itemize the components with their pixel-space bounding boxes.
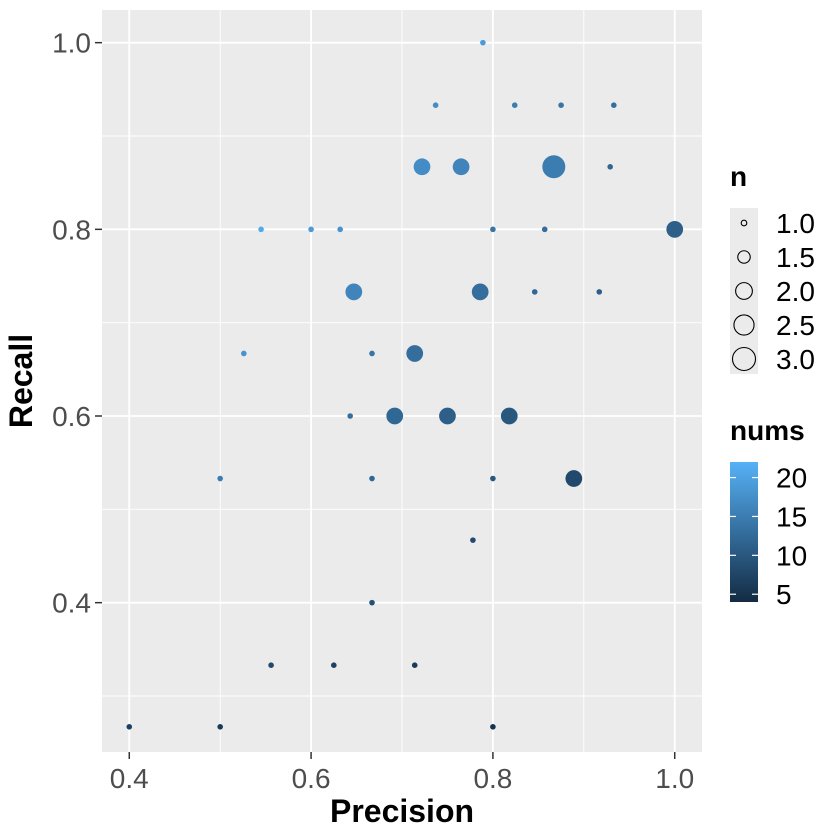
data-point xyxy=(611,102,617,108)
data-point xyxy=(258,226,264,233)
data-point xyxy=(413,158,431,176)
y-axis-title: Recall xyxy=(3,334,39,428)
colorbar-tick-label: 20 xyxy=(776,463,807,494)
y-tick-label: 0.4 xyxy=(52,588,91,619)
size-legend-key xyxy=(737,250,751,264)
size-legend: n 1.01.52.02.53.0 xyxy=(730,161,815,375)
size-legend-label: 1.0 xyxy=(776,208,815,239)
data-point xyxy=(411,662,418,668)
data-point xyxy=(406,345,424,362)
size-legend-label: 3.0 xyxy=(776,344,815,375)
colorbar-tick-label: 5 xyxy=(776,579,792,610)
y-tick-label: 0.8 xyxy=(52,214,91,245)
size-legend-keys-background xyxy=(730,208,758,374)
size-legend-key xyxy=(731,346,757,372)
data-point xyxy=(369,350,375,357)
data-point xyxy=(470,537,476,543)
data-point xyxy=(490,226,496,233)
y-tick-label: 0.6 xyxy=(52,401,91,432)
colorbar-tick-label: 15 xyxy=(776,501,807,532)
data-point xyxy=(558,102,564,108)
size-legend-key xyxy=(733,314,755,336)
data-point xyxy=(480,39,486,46)
colorbar-tick-label: 10 xyxy=(776,540,807,571)
data-point xyxy=(490,475,496,482)
data-point xyxy=(511,102,518,108)
data-point xyxy=(541,226,548,233)
data-point xyxy=(345,283,363,301)
data-point xyxy=(126,724,133,730)
data-point xyxy=(542,155,566,179)
data-point xyxy=(452,158,470,176)
data-point xyxy=(471,283,489,301)
data-point xyxy=(439,407,456,425)
data-point xyxy=(531,289,538,295)
size-legend-label: 2.5 xyxy=(776,310,815,341)
y-tick-label: 1.0 xyxy=(52,28,91,59)
major-gridlines xyxy=(102,10,702,752)
x-tick-label: 1.0 xyxy=(655,763,694,794)
data-point xyxy=(369,599,375,606)
data-point xyxy=(241,350,247,357)
data-point xyxy=(607,164,613,170)
y-axis: 0.4 0.6 0.8 1.0 xyxy=(52,28,102,619)
minor-gridlines xyxy=(102,10,702,752)
data-point xyxy=(432,102,439,108)
data-point xyxy=(596,289,603,295)
data-point xyxy=(217,475,223,482)
data-point xyxy=(490,724,496,730)
x-tick-label: 0.6 xyxy=(292,763,331,794)
size-legend-title: n xyxy=(730,161,747,192)
data-point xyxy=(666,220,684,238)
data-point xyxy=(337,226,343,233)
data-point xyxy=(217,724,223,730)
x-tick-label: 0.4 xyxy=(110,763,149,794)
color-legend-title: nums xyxy=(730,415,805,446)
size-legend-key xyxy=(735,282,753,300)
size-legend-label: 1.5 xyxy=(776,242,815,273)
size-legend-label: 2.0 xyxy=(776,276,815,307)
data-points xyxy=(126,39,684,730)
data-point xyxy=(565,470,583,487)
x-tick-label: 0.8 xyxy=(473,763,512,794)
data-point xyxy=(268,662,274,668)
data-point xyxy=(386,407,404,425)
x-axis-title: Precision xyxy=(330,793,474,829)
colorbar xyxy=(730,462,758,602)
size-legend-key xyxy=(740,219,748,227)
color-legend: nums 5 10 15 20 xyxy=(730,415,807,610)
data-point xyxy=(500,407,518,425)
data-point xyxy=(369,475,375,482)
data-point xyxy=(308,226,314,233)
data-point xyxy=(331,662,337,668)
x-axis: 0.4 0.6 0.8 1.0 xyxy=(110,752,694,794)
data-point xyxy=(347,413,353,419)
